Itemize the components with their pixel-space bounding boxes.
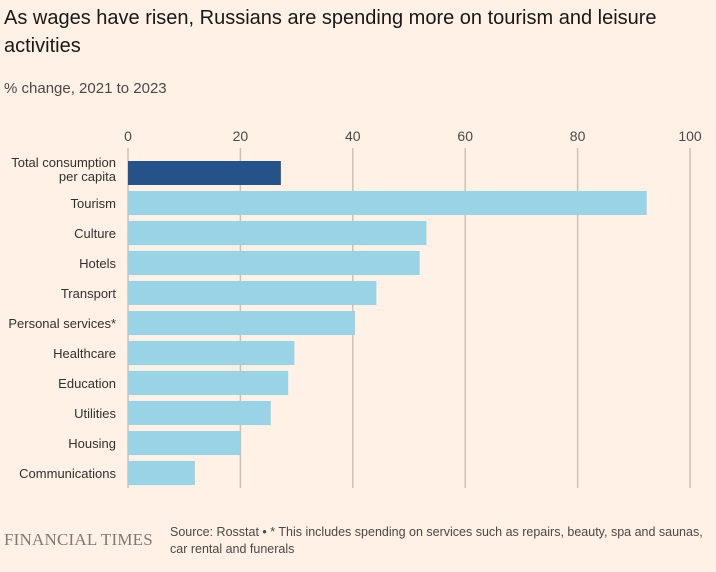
category-label: Utilities	[74, 406, 116, 421]
bar	[128, 251, 420, 275]
bar	[128, 371, 289, 395]
category-label: Tourism	[70, 196, 116, 211]
ft-logo: FINANCIAL TIMES	[4, 530, 153, 549]
category-label: Healthcare	[53, 346, 116, 361]
bar	[128, 341, 295, 365]
x-tick-label: 80	[570, 128, 586, 144]
category-label: Communications	[19, 466, 116, 481]
x-tick-label: 20	[233, 128, 249, 144]
bar	[128, 221, 427, 245]
category-label: per capita	[59, 169, 117, 184]
x-tick-label: 0	[124, 128, 132, 144]
category-label: Housing	[68, 436, 116, 451]
bar	[128, 431, 241, 455]
bar	[128, 461, 195, 485]
bar	[128, 311, 356, 335]
x-tick-label: 60	[457, 128, 473, 144]
source-note: Source: Rosstat • * This includes spendi…	[170, 525, 703, 556]
x-tick-label: 100	[678, 128, 702, 144]
bar	[128, 401, 271, 425]
category-label: Hotels	[79, 256, 116, 271]
chart-title: As wages have risen, Russians are spendi…	[4, 7, 657, 57]
category-label: Total consumption	[11, 155, 116, 170]
x-tick-label: 40	[345, 128, 361, 144]
bar	[128, 161, 281, 185]
bar	[128, 281, 377, 305]
category-label: Transport	[61, 286, 117, 301]
category-label: Culture	[74, 226, 116, 241]
chart-subtitle: % change, 2021 to 2023	[4, 80, 167, 97]
category-label: Personal services*	[8, 316, 116, 331]
bar	[128, 191, 647, 215]
category-label: Education	[58, 376, 116, 391]
